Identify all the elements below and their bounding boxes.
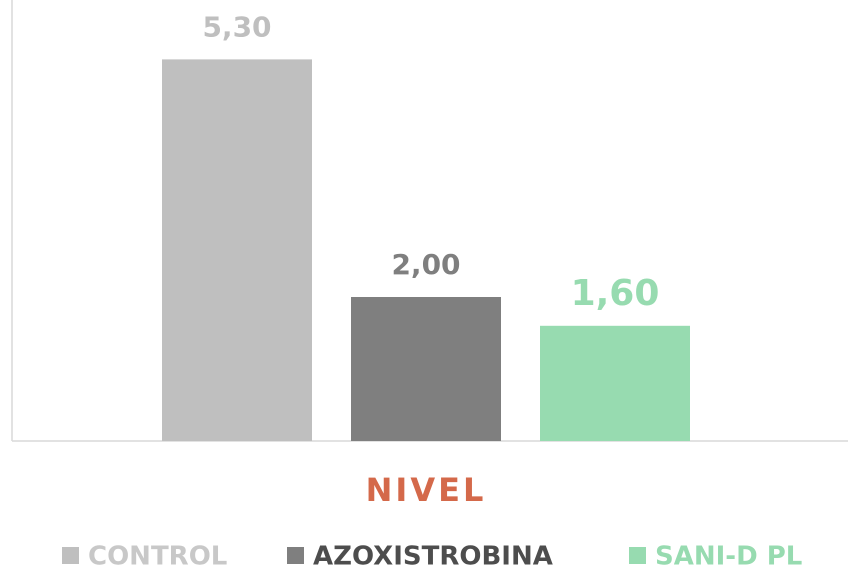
legend-label: SANI-D PL	[655, 542, 802, 570]
value-label: 2,00	[391, 248, 460, 281]
bar	[162, 59, 312, 442]
bar	[351, 297, 501, 441]
value-label: 5,30	[202, 10, 271, 43]
value-label: 1,60	[571, 273, 660, 314]
legend-swatch	[629, 547, 646, 564]
bar	[540, 325, 690, 441]
legend-label: AZOXISTROBINA	[313, 542, 553, 570]
legend-swatch	[62, 547, 79, 564]
legend-label: CONTROL	[88, 542, 227, 570]
x-tick-label: NIVEL	[366, 471, 487, 509]
legend-swatch	[287, 547, 304, 564]
